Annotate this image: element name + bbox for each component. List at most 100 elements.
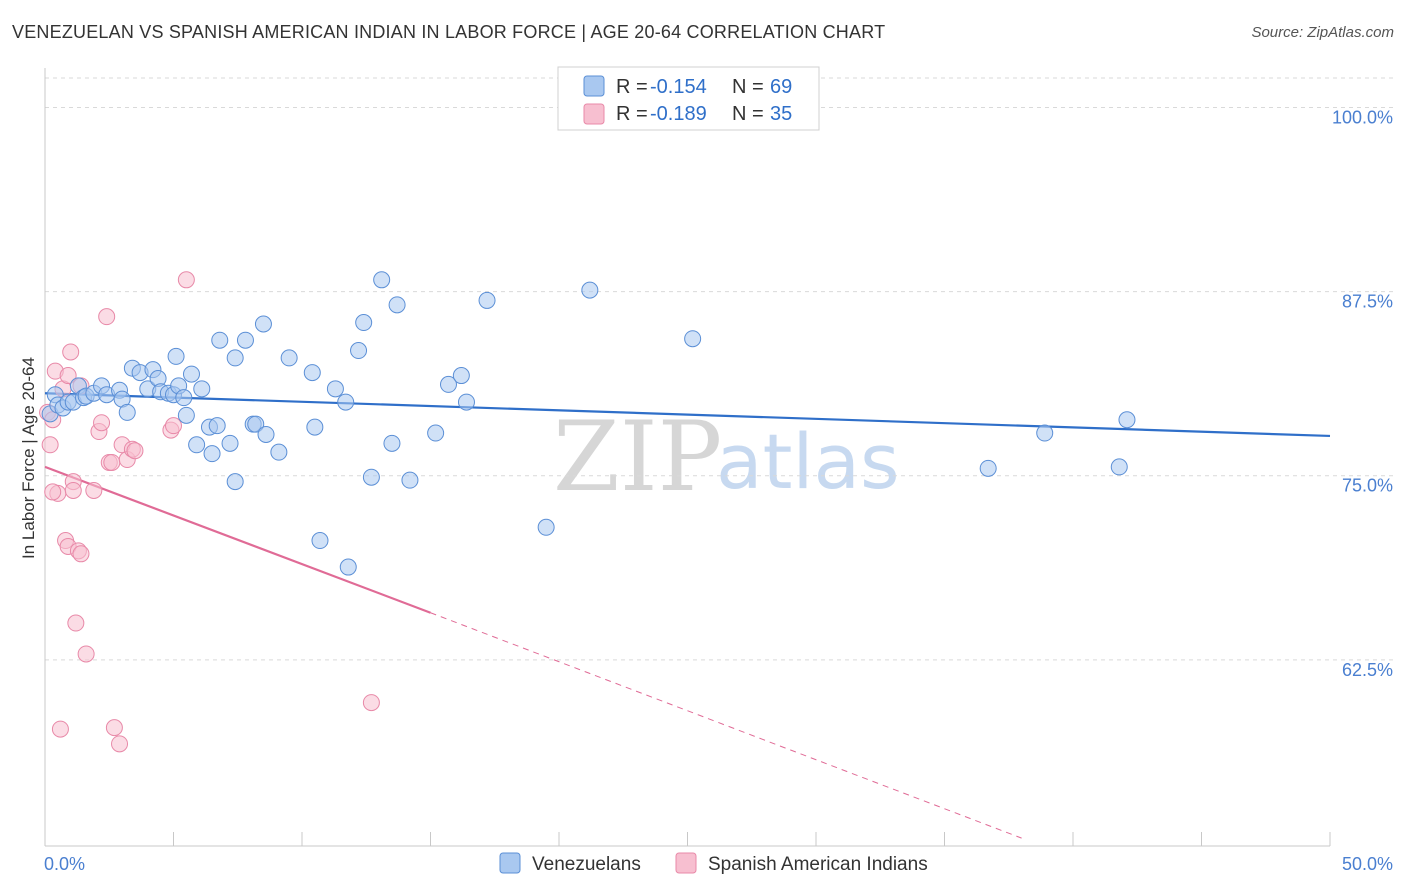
venezuelan-point (979, 459, 997, 477)
y-tick-label: 62.5% (1342, 660, 1393, 680)
venezuelan-point (311, 532, 329, 550)
spanish-point (62, 343, 80, 361)
venezuelan-point (1110, 458, 1128, 476)
venezuelan-point (182, 365, 200, 383)
venezuelan-point (373, 271, 391, 289)
venezuelan-point (175, 389, 193, 407)
source-label: Source: ZipAtlas.com (1251, 24, 1394, 41)
venezuelan-point (193, 380, 211, 398)
venezuelan-trend-line (44, 392, 1331, 438)
venezuelan-point (439, 375, 457, 393)
legend-r-label-1: R = (616, 76, 648, 98)
spanish-point (77, 645, 95, 663)
venezuelan-point (581, 281, 599, 299)
y-tick-label: 87.5% (1342, 292, 1393, 312)
spanish-point (44, 483, 62, 501)
spanish-point (67, 614, 85, 632)
venezuelan-point (1036, 424, 1054, 442)
bottom-legend-label-spanish: Spanish American Indians (708, 854, 928, 875)
spanish-point (126, 442, 144, 460)
venezuelan-points (41, 271, 1136, 576)
venezuelan-point (303, 364, 321, 382)
venezuelan-point (478, 291, 496, 309)
y-tick-labels: 100.0% 87.5% 75.0% 62.5% (1332, 107, 1393, 679)
series-legend: Venezuelans Spanish American Indians (499, 852, 928, 875)
venezuelan-point (167, 347, 185, 365)
venezuelan-point (211, 331, 229, 349)
bottom-legend-label-venezuelans: Venezuelans (532, 854, 641, 875)
spanish-point (51, 720, 69, 738)
spanish-point (111, 735, 129, 753)
watermark-atlas: atlas (716, 417, 900, 506)
axes (44, 68, 1331, 847)
venezuelan-point (306, 418, 324, 436)
y-axis-title: In Labor Force | Age 20-64 (19, 357, 38, 559)
venezuelan-point (208, 417, 226, 435)
venezuelan-point (247, 415, 265, 433)
spanish-point (72, 545, 90, 563)
legend-r-value-1: -0.154 (650, 76, 707, 98)
x-tick-label-max: 50.0% (1342, 854, 1393, 874)
legend-n-label-2: N = (732, 103, 764, 125)
legend-n-value-2: 35 (770, 103, 792, 125)
venezuelan-point (684, 330, 702, 348)
gridlines (45, 77, 1393, 661)
venezuelan-point (177, 406, 195, 424)
x-tick-label-min: 0.0% (44, 854, 85, 874)
venezuelan-point (362, 468, 380, 486)
legend-n-label-1: N = (732, 76, 764, 98)
venezuelan-point (118, 403, 136, 421)
venezuelan-point (226, 473, 244, 491)
spanish-point (105, 719, 123, 737)
venezuelan-point (388, 296, 406, 314)
watermark-zip: ZIP (553, 401, 722, 513)
venezuelan-point (537, 518, 555, 536)
venezuelan-point (236, 331, 254, 349)
bottom-legend-swatch-venezuelans (499, 852, 521, 874)
stats-legend: R = -0.154 N = 69 R = -0.189 N = 35 (557, 66, 820, 131)
venezuelan-point (457, 393, 475, 411)
venezuelan-point (337, 393, 355, 411)
bottom-legend-swatch-spanish (675, 852, 697, 874)
venezuelan-point (270, 443, 288, 461)
venezuelan-point (221, 434, 239, 452)
spanish-point (59, 367, 77, 385)
y-tick-label: 75.0% (1342, 476, 1393, 496)
spanish-point (85, 481, 103, 499)
spanish-point (98, 308, 116, 326)
venezuelan-point (254, 315, 272, 333)
venezuelan-point (339, 558, 357, 576)
venezuelan-point (452, 367, 470, 385)
spanish-point (177, 271, 195, 289)
venezuelan-point (427, 424, 445, 442)
spanish-point (362, 694, 380, 712)
venezuelan-point (350, 342, 368, 360)
venezuelan-point (226, 349, 244, 367)
legend-swatch-spanish (583, 103, 605, 125)
venezuelan-point (257, 425, 275, 443)
legend-n-value-1: 69 (770, 76, 792, 98)
spanish-point (93, 414, 111, 432)
venezuelan-point (355, 314, 373, 332)
trend-lines (44, 392, 1331, 839)
venezuelan-point (1118, 411, 1136, 429)
spanish-trend-extension (430, 612, 1022, 839)
spanish-american-indian-points (39, 271, 380, 753)
venezuelan-point (188, 436, 206, 454)
venezuelan-point (203, 445, 221, 463)
spanish-point (165, 417, 182, 435)
spanish-point (41, 436, 59, 454)
y-tick-label: 100.0% (1332, 107, 1393, 127)
venezuelan-point (280, 349, 298, 367)
venezuelan-point (326, 380, 344, 398)
spanish-trend-line (44, 465, 431, 614)
legend-swatch-venezuelans (583, 75, 605, 97)
legend-r-label-2: R = (616, 103, 648, 125)
legend-r-value-2: -0.189 (650, 103, 707, 125)
spanish-point (64, 481, 82, 499)
spanish-point (103, 453, 121, 471)
chart-title: VENEZUELAN VS SPANISH AMERICAN INDIAN IN… (12, 22, 886, 42)
venezuelan-point (383, 434, 401, 452)
venezuelan-point (401, 471, 419, 489)
